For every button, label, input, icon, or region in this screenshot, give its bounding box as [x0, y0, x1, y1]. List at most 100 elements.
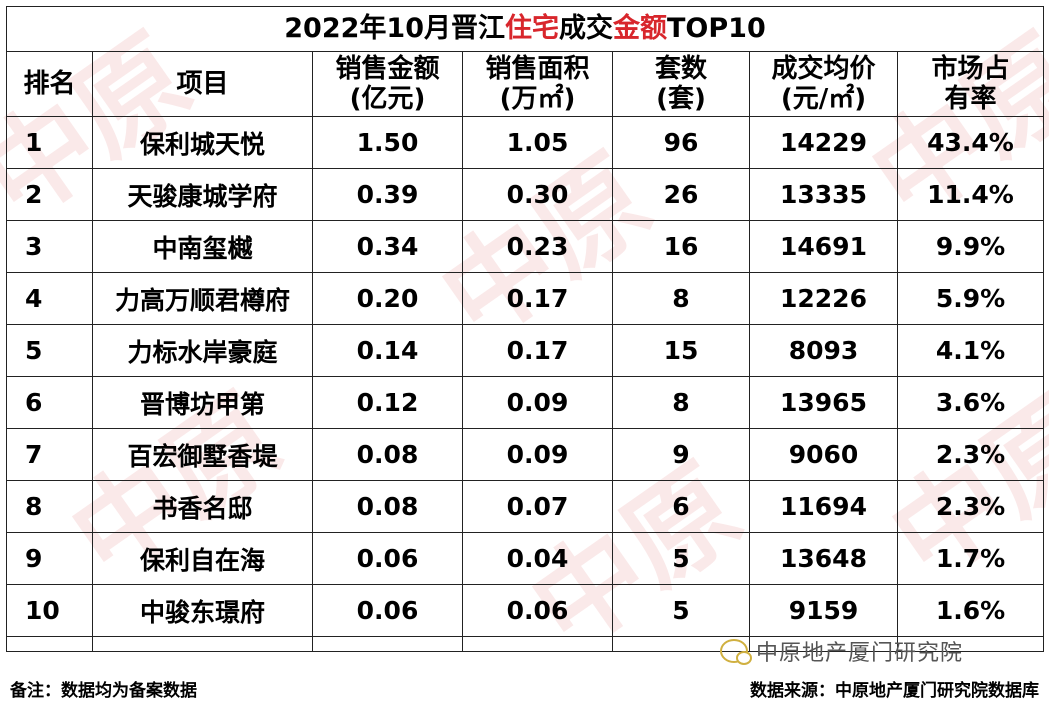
cell-project: 保利自在海 — [92, 532, 313, 585]
table-row: 6 晋博坊甲第 0.12 0.09 8 13965 3.6% — [6, 376, 1044, 429]
title-part: 成交 — [559, 13, 613, 44]
header-market-share: 市场占 有率 — [897, 51, 1044, 117]
cell-units: 8 — [612, 376, 750, 429]
cell-market-share: 2.3% — [897, 428, 1044, 481]
cell-units: 9 — [612, 428, 750, 481]
header-sales-amount: 销售金额 (亿元) — [312, 51, 463, 117]
cell-units: 26 — [612, 168, 750, 221]
empty-row — [6, 636, 1044, 652]
cell-sales-area: 0.30 — [462, 168, 613, 221]
cell-avg-price: 13335 — [749, 168, 898, 221]
cell-sales-amount: 0.12 — [312, 376, 463, 429]
cell-sales-area: 0.23 — [462, 220, 613, 273]
sales-ranking-table: 2022年10月晋江住宅成交金额TOP10 排名 项目 销售金额 (亿元) 销售面… — [6, 6, 1044, 652]
cell-rank: 10 — [6, 584, 93, 637]
cell-market-share: 1.7% — [897, 532, 1044, 585]
cell-sales-amount: 0.06 — [312, 584, 463, 637]
cell-sales-amount: 0.06 — [312, 532, 463, 585]
cell-sales-amount: 0.08 — [312, 428, 463, 481]
cell-avg-price: 9159 — [749, 584, 898, 637]
cell-sales-area: 0.17 — [462, 324, 613, 377]
cell-market-share: 43.4% — [897, 116, 1044, 169]
header-units: 套数 (套) — [612, 51, 750, 117]
table-row: 1 保利城天悦 1.50 1.05 96 14229 43.4% — [6, 116, 1044, 169]
cell-project: 力标水岸豪庭 — [92, 324, 313, 377]
cell-project: 书香名邸 — [92, 480, 313, 533]
table-title: 2022年10月晋江住宅成交金额TOP10 — [6, 6, 1044, 51]
cell-sales-amount: 0.20 — [312, 272, 463, 325]
cell-avg-price: 14229 — [749, 116, 898, 169]
cell-units: 5 — [612, 584, 750, 637]
cell-units: 8 — [612, 272, 750, 325]
empty-cell — [312, 636, 463, 652]
cell-avg-price: 12226 — [749, 272, 898, 325]
cell-sales-amount: 0.34 — [312, 220, 463, 273]
footer-note: 备注：数据均为备案数据 — [10, 681, 197, 701]
cell-avg-price: 11694 — [749, 480, 898, 533]
cell-rank: 6 — [6, 376, 93, 429]
title-part: TOP10 — [667, 13, 766, 44]
cell-sales-amount: 0.14 — [312, 324, 463, 377]
header-row: 排名 项目 销售金额 (亿元) 销售面积 (万㎡) 套数 (套) 成交均价 (元/㎡) … — [6, 51, 1044, 117]
cell-project: 中骏东璟府 — [92, 584, 313, 637]
table-row: 9 保利自在海 0.06 0.04 5 13648 1.7% — [6, 532, 1044, 585]
cell-sales-amount: 1.50 — [312, 116, 463, 169]
cell-units: 16 — [612, 220, 750, 273]
footer-source: 数据来源：中原地产厦门研究院数据库 — [750, 681, 1039, 701]
table-row: 2 天骏康城学府 0.39 0.30 26 13335 11.4% — [6, 168, 1044, 221]
cell-avg-price: 13965 — [749, 376, 898, 429]
cell-avg-price: 8093 — [749, 324, 898, 377]
table-row: 4 力高万顺君樽府 0.20 0.17 8 12226 5.9% — [6, 272, 1044, 325]
cell-market-share: 2.3% — [897, 480, 1044, 533]
cell-units: 6 — [612, 480, 750, 533]
cell-market-share: 5.9% — [897, 272, 1044, 325]
cell-market-share: 1.6% — [897, 584, 1044, 637]
header-avg-price: 成交均价 (元/㎡) — [749, 51, 898, 117]
table-row: 10 中骏东璟府 0.06 0.06 5 9159 1.6% — [6, 584, 1044, 637]
empty-cell — [6, 636, 93, 652]
cell-rank: 7 — [6, 428, 93, 481]
cell-project: 天骏康城学府 — [92, 168, 313, 221]
empty-cell — [462, 636, 613, 652]
cell-sales-area: 0.17 — [462, 272, 613, 325]
title-highlight: 金额 — [613, 13, 667, 44]
header-project: 项目 — [92, 51, 313, 117]
cell-sales-amount: 0.39 — [312, 168, 463, 221]
cell-sales-area: 1.05 — [462, 116, 613, 169]
cell-avg-price: 13648 — [749, 532, 898, 585]
cell-rank: 5 — [6, 324, 93, 377]
cell-market-share: 3.6% — [897, 376, 1044, 429]
cell-rank: 9 — [6, 532, 93, 585]
cell-sales-area: 0.09 — [462, 428, 613, 481]
empty-cell — [897, 636, 1044, 652]
cell-sales-amount: 0.08 — [312, 480, 463, 533]
cell-rank: 3 — [6, 220, 93, 273]
cell-avg-price: 9060 — [749, 428, 898, 481]
cell-project: 百宏御墅香堤 — [92, 428, 313, 481]
table-row: 7 百宏御墅香堤 0.08 0.09 9 9060 2.3% — [6, 428, 1044, 481]
cell-units: 15 — [612, 324, 750, 377]
cell-rank: 2 — [6, 168, 93, 221]
cell-rank: 8 — [6, 480, 93, 533]
cell-avg-price: 14691 — [749, 220, 898, 273]
cell-project: 力高万顺君樽府 — [92, 272, 313, 325]
table-row: 5 力标水岸豪庭 0.14 0.17 15 8093 4.1% — [6, 324, 1044, 377]
table-row: 8 书香名邸 0.08 0.07 6 11694 2.3% — [6, 480, 1044, 533]
footer: 备注：数据均为备案数据 数据来源：中原地产厦门研究院数据库 — [6, 673, 1043, 701]
cell-sales-area: 0.09 — [462, 376, 613, 429]
cell-project: 保利城天悦 — [92, 116, 313, 169]
cell-units: 5 — [612, 532, 750, 585]
cell-units: 96 — [612, 116, 750, 169]
cell-sales-area: 0.07 — [462, 480, 613, 533]
empty-cell — [92, 636, 313, 652]
account-name: 中原地产厦门研究院 — [756, 641, 964, 666]
table-container: 2022年10月晋江住宅成交金额TOP10 排名 项目 销售金额 (亿元) 销售面… — [6, 6, 1044, 652]
table-row: 3 中南玺樾 0.34 0.23 16 14691 9.9% — [6, 220, 1044, 273]
cell-project: 中南玺樾 — [92, 220, 313, 273]
header-rank: 排名 — [6, 51, 93, 117]
wechat-account-overlay: 中原地产厦门研究院 — [720, 636, 963, 666]
cell-sales-area: 0.06 — [462, 584, 613, 637]
cell-market-share: 11.4% — [897, 168, 1044, 221]
cell-market-share: 4.1% — [897, 324, 1044, 377]
title-highlight: 住宅 — [505, 13, 559, 44]
